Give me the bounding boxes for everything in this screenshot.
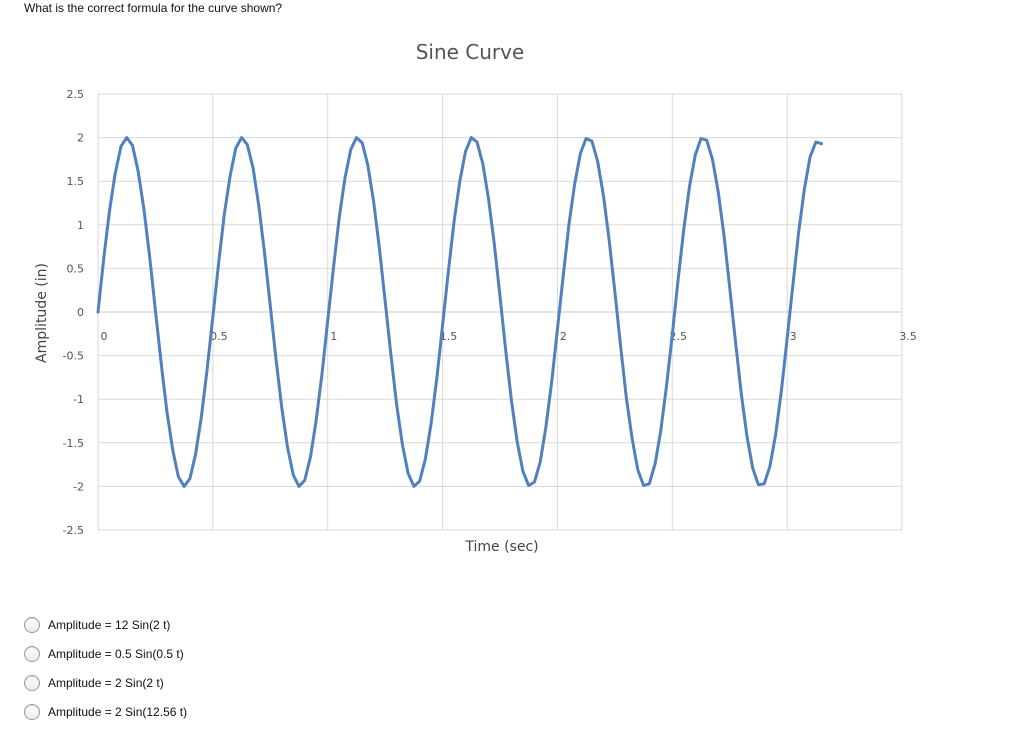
x-tick-label: 3 <box>790 330 797 343</box>
chart-grid <box>97 93 903 531</box>
option-2-label: Amplitude = 0.5 Sin(0.5 t) <box>48 646 184 661</box>
option-3-radio[interactable] <box>24 674 40 691</box>
y-tick-label: -2.5 <box>63 524 84 537</box>
y-tick-label: -0.5 <box>63 350 84 363</box>
y-tick-label: 1.5 <box>67 175 85 188</box>
option-2-radio[interactable] <box>24 645 40 662</box>
y-tick-label: -1 <box>73 393 84 406</box>
option-2[interactable]: Amplitude = 0.5 Sin(0.5 t) <box>24 639 187 668</box>
option-1[interactable]: Amplitude = 12 Sin(2 t) <box>24 610 187 639</box>
x-tick-label: 2 <box>560 330 567 343</box>
y-tick-label: 0.5 <box>67 262 85 275</box>
y-tick-labels: 2.5 2 1.5 1 0.5 0 -0.5 -1 -1.5 -2 -2.5 <box>63 88 84 537</box>
x-tick-label: 3.5 <box>899 330 917 343</box>
option-1-label: Amplitude = 12 Sin(2 t) <box>48 617 171 632</box>
option-3[interactable]: Amplitude = 2 Sin(2 t) <box>24 668 187 697</box>
y-tick-label: -2 <box>73 480 84 493</box>
y-tick-label: 2.5 <box>67 88 85 101</box>
option-3-label: Amplitude = 2 Sin(2 t) <box>48 675 164 690</box>
x-axis-label: Time (sec) <box>464 539 538 555</box>
y-axis-label: Amplitude (in) <box>34 263 50 363</box>
x-tick-label: 0 <box>101 330 108 343</box>
x-tick-label: 1.5 <box>440 330 458 343</box>
chart-plot: 2.521.510.50-0.5-1-1.5-2-2.5 0 0.5 1 1.5 2 2.… <box>34 88 917 555</box>
y-tick-label: -1.5 <box>63 437 84 450</box>
option-4-label: Amplitude = 2 Sin(12.56 t) <box>48 704 188 719</box>
sine-chart: Sine Curve 2.5 2 1.5 1 0.5 0 -0.5 -1 -1.5 -2 -2.5 … <box>34 40 917 555</box>
option-4[interactable]: Amplitude = 2 Sin(12.56 t) <box>24 697 187 726</box>
chart-title: Sine Curve <box>415 40 525 64</box>
y-tick-label: 0 <box>77 306 84 319</box>
x-tick-label: 1 <box>330 330 337 343</box>
x-tick-labels: 0 0.5 1 1.5 2 2.5 3 3.5 <box>101 330 917 343</box>
y-tick-label: 1 <box>77 219 84 232</box>
option-1-radio[interactable] <box>24 616 40 633</box>
series-line <box>96 136 824 488</box>
question-text: What is the correct formula for the curv… <box>24 1 283 15</box>
option-4-radio[interactable] <box>24 703 40 720</box>
y-tick-label: 2 <box>77 132 84 145</box>
x-tick-label: 0.5 <box>210 330 228 343</box>
answer-options: Amplitude = 12 Sin(2 t) Amplitude = 0.5 … <box>24 610 187 726</box>
